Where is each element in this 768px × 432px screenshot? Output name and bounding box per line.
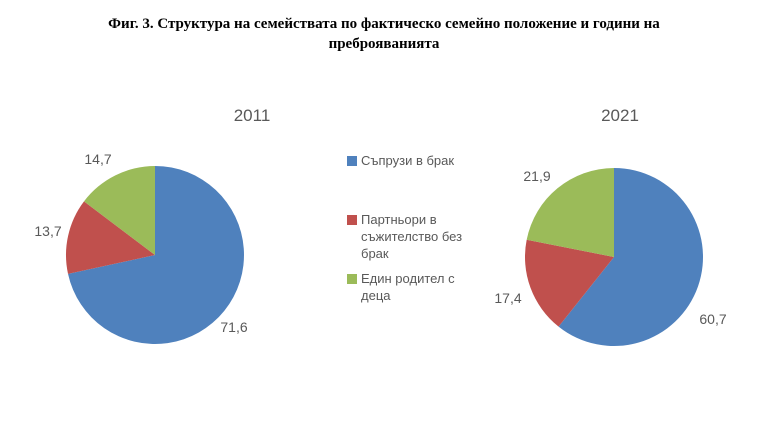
svg-text:17,4: 17,4 xyxy=(494,290,521,306)
svg-text:2011: 2011 xyxy=(234,106,271,125)
svg-text:14,7: 14,7 xyxy=(84,151,111,167)
svg-text:71,6: 71,6 xyxy=(220,319,247,335)
svg-text:съжителство без: съжителство без xyxy=(361,229,462,244)
svg-text:деца: деца xyxy=(361,288,391,303)
svg-text:2021: 2021 xyxy=(601,106,639,125)
svg-text:60,7: 60,7 xyxy=(699,311,726,327)
svg-text:Един родител с: Един родител с xyxy=(361,271,455,286)
svg-text:21,9: 21,9 xyxy=(523,168,550,184)
svg-text:брак: брак xyxy=(361,246,389,261)
svg-text:Партньори в: Партньори в xyxy=(361,212,437,227)
svg-text:Съпрузи в брак: Съпрузи в брак xyxy=(361,153,454,168)
svg-text:13,7: 13,7 xyxy=(34,223,61,239)
